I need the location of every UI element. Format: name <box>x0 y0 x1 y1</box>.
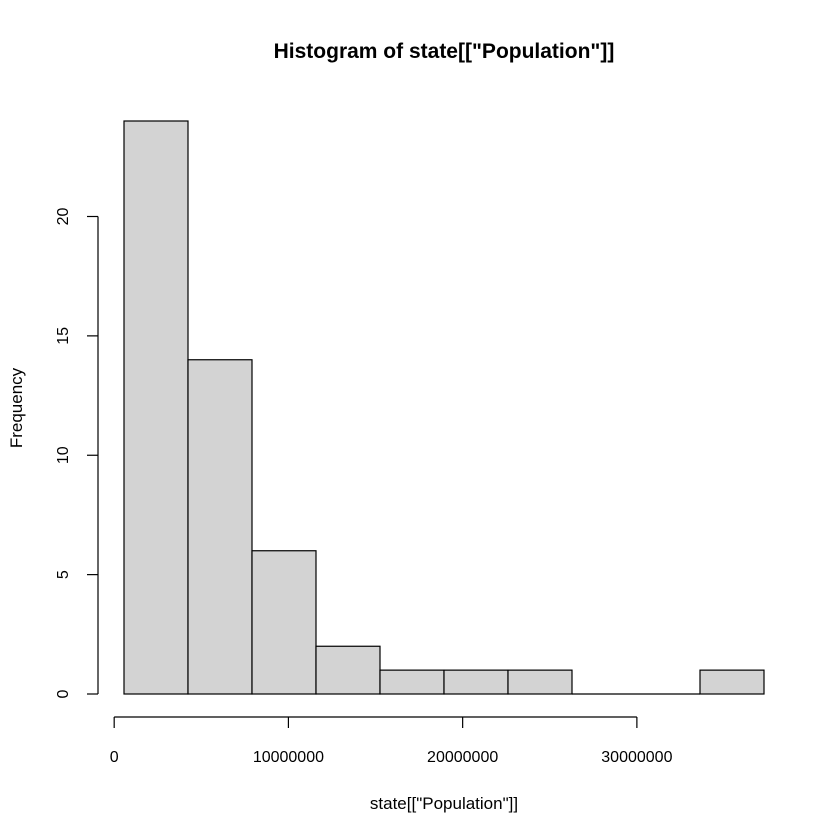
histogram-bar-2 <box>187 359 253 695</box>
y-tick-label-2: 10 <box>55 446 72 464</box>
x-tick-label-3: 30000000 <box>601 749 672 766</box>
x-tick-label-0: 0 <box>110 749 119 766</box>
chart-title: Histogram of state[["Population"]] <box>274 40 615 63</box>
x-tick-label-1: 10000000 <box>253 749 324 766</box>
histogram-bar-5 <box>379 669 445 695</box>
y-tick-label-3: 15 <box>55 327 72 345</box>
histogram-bar-10 <box>699 669 765 695</box>
y-tick-label-1: 5 <box>55 570 72 579</box>
histogram-bar-1 <box>123 120 189 695</box>
y-axis: 0 5 10 15 20 <box>55 208 99 698</box>
histogram-bar-7 <box>507 669 573 695</box>
y-axis-label: Frequency <box>7 367 26 448</box>
bars-group <box>123 120 765 695</box>
histogram-bar-3 <box>251 550 317 695</box>
histogram-bar-6 <box>443 669 509 695</box>
y-tick-label-0: 0 <box>55 689 72 698</box>
x-tick-label-2: 20000000 <box>427 749 498 766</box>
x-axis: 0 10000000 20000000 30000000 <box>110 716 673 766</box>
histogram-bar-4 <box>315 645 381 695</box>
x-axis-label: state[["Population"]] <box>370 794 518 813</box>
y-tick-label-4: 20 <box>55 208 72 226</box>
